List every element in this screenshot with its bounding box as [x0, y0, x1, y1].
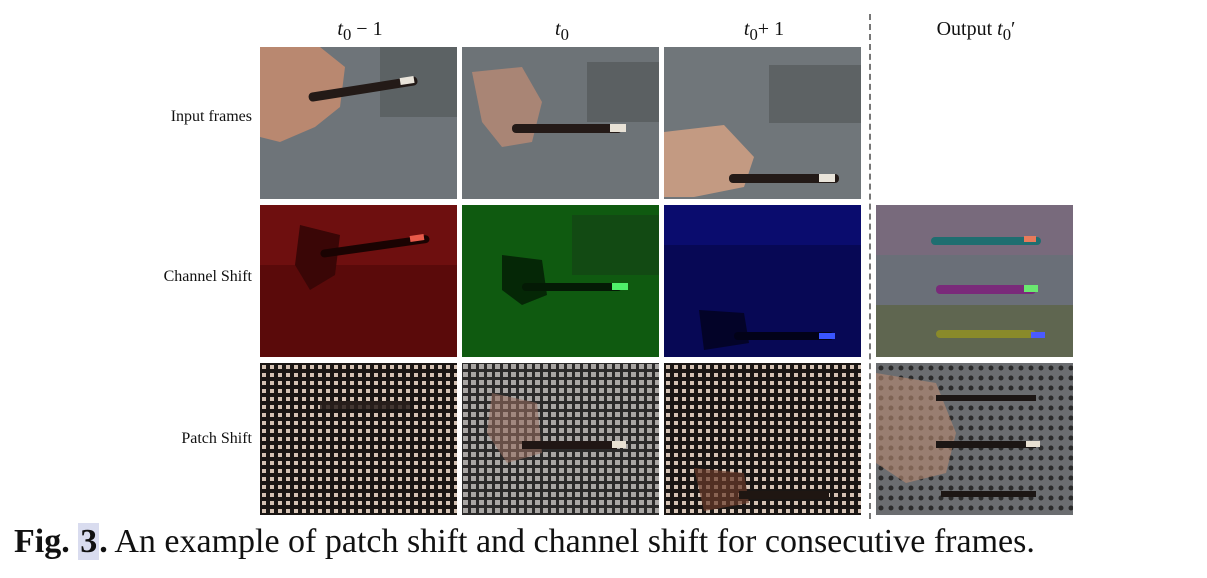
output-separator-line [869, 14, 871, 519]
figure-label: Fig. [14, 523, 70, 560]
row-label-patch-shift: Patch Shift [181, 430, 252, 447]
column-header-output: Output t0′ [936, 18, 1016, 44]
figure-caption: Fig. 3. An example of patch shift and ch… [14, 523, 1035, 561]
column-header-t0-minus-1: t0 − 1 [337, 18, 383, 44]
figure-label-dot: . [99, 523, 108, 560]
input-frame-t0 [462, 47, 659, 199]
input-frame-t0-plus-1 [664, 47, 861, 199]
row-label-channel-shift: Channel Shift [163, 268, 252, 285]
patch-shift-frame-t0-plus-1 [664, 363, 861, 515]
row-label-input-frames: Input frames [170, 108, 252, 125]
patch-shift-frame-t0-minus-1 [260, 363, 457, 515]
channel-shift-frame-green [462, 205, 659, 357]
input-frame-t0-minus-1 [260, 47, 457, 199]
channel-shift-frame-red [260, 205, 457, 357]
channel-shift-output [876, 205, 1073, 357]
patch-shift-frame-t0 [462, 363, 659, 515]
patch-shift-output [876, 363, 1073, 515]
channel-shift-frame-blue [664, 205, 861, 357]
figure-number: 3 [78, 523, 100, 560]
figure-caption-text: An example of patch shift and channel sh… [107, 523, 1035, 560]
column-header-t0: t0 [555, 18, 569, 44]
column-header-t0-plus-1: t0+ 1 [743, 18, 785, 44]
